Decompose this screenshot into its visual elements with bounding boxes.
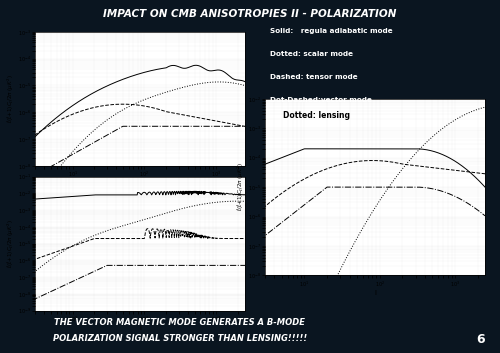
- Text: Dashed: tensor mode: Dashed: tensor mode: [270, 74, 358, 80]
- Y-axis label: $\ell(\ell{+}1)C_\ell/2\pi\ (\mu K^2)$: $\ell(\ell{+}1)C_\ell/2\pi\ (\mu K^2)$: [6, 74, 16, 123]
- Y-axis label: $\ell(\ell{+}1)C_\ell/2\pi\ (\mu K^2)$: $\ell(\ell{+}1)C_\ell/2\pi\ (\mu K^2)$: [236, 163, 246, 211]
- Text: THE VECTOR MAGNETIC MODE GENERATES A B-MODE: THE VECTOR MAGNETIC MODE GENERATES A B-M…: [54, 318, 306, 327]
- Text: Dotted: lensing: Dotted: lensing: [282, 111, 350, 120]
- Y-axis label: $\ell(\ell{+}1)C_\ell/2\pi\ (\mu K^2)$: $\ell(\ell{+}1)C_\ell/2\pi\ (\mu K^2)$: [6, 219, 16, 268]
- Text: IMPACT ON CMB ANISOTROPIES II - POLARIZATION: IMPACT ON CMB ANISOTROPIES II - POLARIZA…: [104, 9, 397, 19]
- X-axis label: l: l: [139, 181, 141, 187]
- Text: Dotted: scalar mode: Dotted: scalar mode: [270, 51, 353, 57]
- Text: 6: 6: [476, 333, 485, 346]
- Text: Dot-Dashed:vector mode: Dot-Dashed:vector mode: [270, 97, 372, 103]
- X-axis label: l: l: [374, 290, 376, 296]
- Text: POLARIZATION SIGNAL STRONGER THAN LENSING!!!!!: POLARIZATION SIGNAL STRONGER THAN LENSIN…: [53, 334, 307, 342]
- X-axis label: l: l: [139, 325, 141, 331]
- Text: Solid:   regula adiabatic mode: Solid: regula adiabatic mode: [270, 28, 392, 34]
